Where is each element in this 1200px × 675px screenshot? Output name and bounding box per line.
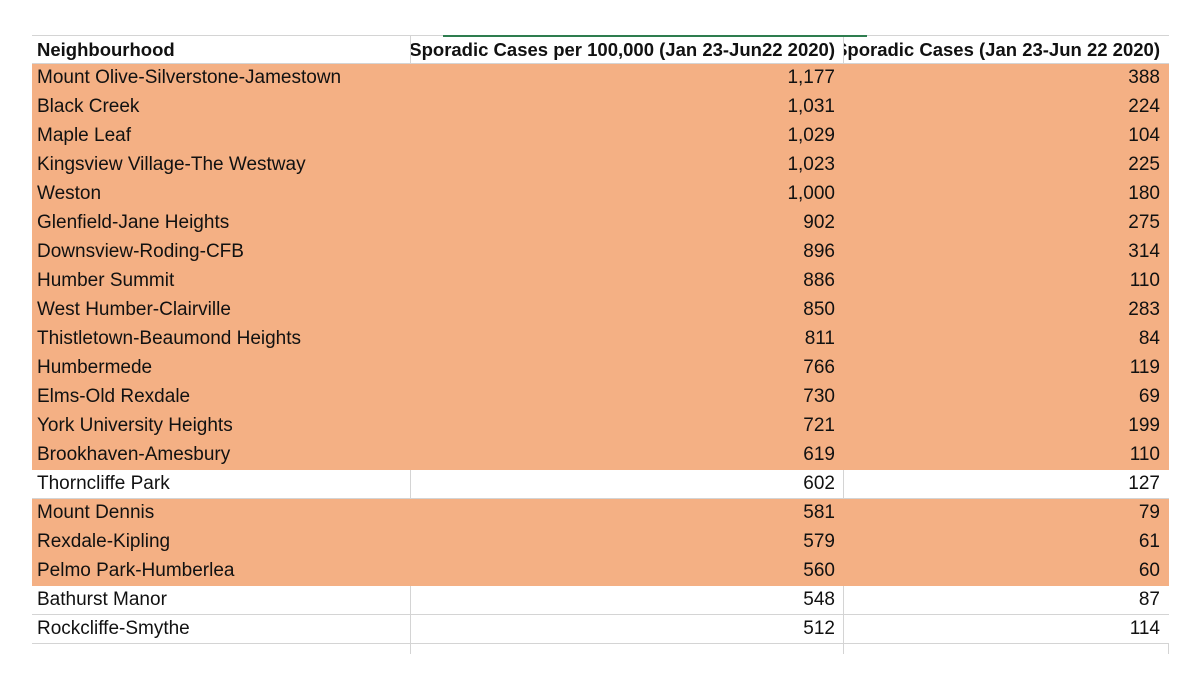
table-row: Mount Dennis 581 79	[32, 499, 1169, 528]
table-row: Elms-Old Rexdale 730 69	[32, 383, 1169, 412]
cell-sporadic-cases[interactable]: 114	[843, 615, 1169, 643]
cell-sporadic-cases[interactable]: 61	[1138, 531, 1160, 552]
table-row: West Humber-Clairville 850 283	[32, 296, 1169, 325]
cell-sporadic-cases[interactable]: 388	[1128, 67, 1160, 88]
cell-sporadic-cases[interactable]: 84	[1138, 328, 1160, 349]
table-row: Weston 1,000 180	[32, 180, 1169, 209]
cell-neighbourhood[interactable]: Brookhaven-Amesbury	[37, 444, 231, 465]
cell-rate-per-100k[interactable]: 850	[803, 299, 835, 320]
cell-rate-per-100k[interactable]: 548	[410, 586, 843, 614]
cell-neighbourhood[interactable]: Pelmo Park-Humberlea	[37, 560, 235, 581]
cell-neighbourhood[interactable]: Thorncliffe Park	[37, 473, 170, 494]
cell-rate-per-100k[interactable]: 721	[803, 415, 835, 436]
cell-rate-per-100k[interactable]: 886	[803, 270, 835, 291]
cell-sporadic-cases[interactable]: 127	[843, 470, 1169, 498]
cell-sporadic-cases[interactable]: 275	[1128, 212, 1160, 233]
tail-cell	[410, 644, 843, 654]
header-sporadic-cases[interactable]: Sporadic Cases (Jan 23-Jun 22 2020)	[843, 36, 1169, 63]
cell-sporadic-cases[interactable]: 110	[1129, 270, 1160, 291]
cell-neighbourhood[interactable]: Thistletown-Beaumond Heights	[37, 328, 302, 349]
selected-cell-indicator	[443, 35, 867, 37]
cell-neighbourhood[interactable]: Humber Summit	[37, 270, 175, 291]
table-row: Pelmo Park-Humberlea 560 60	[32, 557, 1169, 586]
cell-sporadic-cases[interactable]: 119	[1129, 357, 1160, 378]
cell-sporadic-cases[interactable]: 283	[1128, 299, 1160, 320]
cell-rate-per-100k[interactable]: 1,023	[787, 154, 835, 175]
cell-neighbourhood[interactable]: Mount Dennis	[37, 502, 155, 523]
table-row: York University Heights 721 199	[32, 412, 1169, 441]
cell-sporadic-cases[interactable]: 87	[843, 586, 1169, 614]
cell-sporadic-cases[interactable]: 104	[1128, 125, 1160, 146]
cell-neighbourhood[interactable]: Mount Olive-Silverstone-Jamestown	[37, 67, 342, 88]
cell-neighbourhood[interactable]: Black Creek	[37, 96, 140, 117]
cell-rate-per-100k[interactable]: 902	[803, 212, 835, 233]
cell-neighbourhood[interactable]: Rockcliffe-Smythe	[37, 618, 190, 639]
cell-sporadic-cases[interactable]: 60	[1138, 560, 1160, 581]
cell-sporadic-cases[interactable]: 110	[1129, 444, 1160, 465]
cell-sporadic-cases[interactable]: 79	[1138, 502, 1160, 523]
table-row: Humbermede 766 119	[32, 354, 1169, 383]
header-row: Neighbourhood Sporadic Cases per 100,000…	[32, 35, 1169, 64]
cell-rate-per-100k[interactable]: 581	[803, 502, 835, 523]
table-row: Rockcliffe-Smythe 512 114	[32, 615, 1169, 644]
table-row: Kingsview Village-The Westway 1,023 225	[32, 151, 1169, 180]
tail-cell	[32, 644, 410, 654]
cell-rate-per-100k[interactable]: 730	[803, 386, 835, 407]
cell-rate-per-100k[interactable]: 512	[410, 615, 843, 643]
cell-neighbourhood[interactable]: Kingsview Village-The Westway	[37, 154, 306, 175]
cell-rate-per-100k[interactable]: 1,000	[787, 183, 835, 204]
cell-rate-per-100k[interactable]: 896	[803, 241, 835, 262]
cell-rate-per-100k[interactable]: 811	[804, 328, 835, 349]
header-cases-per-100k[interactable]: Sporadic Cases per 100,000 (Jan 23-Jun22…	[410, 36, 843, 63]
table-row: Downsview-Roding-CFB 896 314	[32, 238, 1169, 267]
cell-sporadic-cases[interactable]: 224	[1128, 96, 1160, 117]
cell-rate-per-100k[interactable]: 1,029	[787, 125, 835, 146]
cell-neighbourhood[interactable]: Bathurst Manor	[37, 589, 167, 610]
cell-neighbourhood[interactable]: Weston	[37, 183, 102, 204]
table-row: Thorncliffe Park 602 127	[32, 470, 1169, 499]
cell-rate-per-100k[interactable]: 766	[803, 357, 835, 378]
cell-rate-per-100k[interactable]: 619	[803, 444, 835, 465]
cell-rate-per-100k[interactable]: 1,031	[787, 96, 835, 117]
cell-sporadic-cases[interactable]: 314	[1128, 241, 1160, 262]
cell-sporadic-cases[interactable]: 225	[1128, 154, 1160, 175]
cell-sporadic-cases[interactable]: 69	[1138, 386, 1160, 407]
table-row: Bathurst Manor 548 87	[32, 586, 1169, 615]
cell-neighbourhood[interactable]: Maple Leaf	[37, 125, 132, 146]
table-row: Glenfield-Jane Heights 902 275	[32, 209, 1169, 238]
cell-neighbourhood[interactable]: Humbermede	[37, 357, 153, 378]
table-row: Thistletown-Beaumond Heights 811 84	[32, 325, 1169, 354]
cell-neighbourhood[interactable]: Rexdale-Kipling	[37, 531, 171, 552]
cell-sporadic-cases[interactable]: 180	[1128, 183, 1160, 204]
table-row: Brookhaven-Amesbury 619 110	[32, 441, 1169, 470]
cell-rate-per-100k[interactable]: 602	[410, 470, 843, 498]
table-row: Mount Olive-Silverstone-Jamestown 1,177 38…	[32, 64, 1169, 93]
table-row: Black Creek 1,031 224	[32, 93, 1169, 122]
cell-neighbourhood[interactable]: West Humber-Clairville	[37, 299, 231, 320]
cell-neighbourhood[interactable]: York University Heights	[37, 415, 233, 436]
cell-rate-per-100k[interactable]: 1,177	[787, 67, 835, 88]
cell-rate-per-100k[interactable]: 560	[803, 560, 835, 581]
table-row: Rexdale-Kipling 579 61	[32, 528, 1169, 557]
table-row: Humber Summit 886 110	[32, 267, 1169, 296]
cell-neighbourhood[interactable]: Downsview-Roding-CFB	[37, 241, 244, 262]
header-neighbourhood[interactable]: Neighbourhood	[37, 38, 175, 60]
cell-sporadic-cases[interactable]: 199	[1128, 415, 1160, 436]
table-body: Mount Olive-Silverstone-Jamestown 1,177 38…	[32, 64, 1169, 644]
spreadsheet-table: Neighbourhood Sporadic Cases per 100,000…	[32, 35, 1169, 654]
table-tail	[32, 644, 1169, 654]
cell-neighbourhood[interactable]: Elms-Old Rexdale	[37, 386, 191, 407]
cell-neighbourhood[interactable]: Glenfield-Jane Heights	[37, 212, 230, 233]
tail-cell	[843, 644, 1169, 654]
cell-rate-per-100k[interactable]: 579	[803, 531, 835, 552]
table-row: Maple Leaf 1,029 104	[32, 122, 1169, 151]
